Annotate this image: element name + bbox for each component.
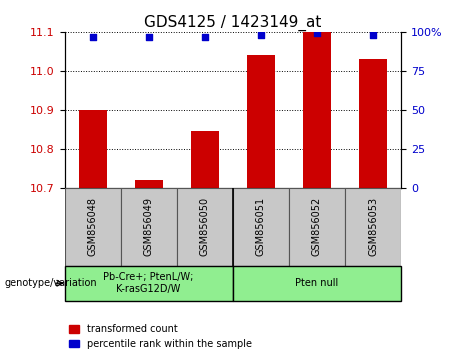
Bar — [247, 55, 275, 188]
Bar — [65, 188, 121, 266]
Point — [89, 34, 96, 39]
Bar — [359, 59, 387, 188]
Bar — [65, 266, 233, 301]
Legend: transformed count, percentile rank within the sample: transformed count, percentile rank withi… — [70, 324, 252, 349]
Text: Pten null: Pten null — [296, 278, 338, 288]
Title: GDS4125 / 1423149_at: GDS4125 / 1423149_at — [144, 14, 321, 30]
Point — [313, 30, 321, 36]
Bar — [78, 110, 106, 188]
Text: GSM856049: GSM856049 — [144, 197, 154, 256]
Bar — [191, 131, 219, 188]
Text: GSM856050: GSM856050 — [200, 197, 210, 256]
Bar — [121, 188, 177, 266]
Point — [257, 32, 265, 38]
Point — [201, 34, 208, 39]
Text: GSM856051: GSM856051 — [256, 197, 266, 256]
Bar — [303, 32, 331, 188]
Bar — [233, 188, 289, 266]
Text: genotype/variation: genotype/variation — [5, 278, 97, 288]
Bar — [177, 188, 233, 266]
Point — [369, 32, 377, 38]
Bar — [233, 266, 401, 301]
Bar — [289, 188, 345, 266]
Bar — [135, 180, 163, 188]
Text: GSM856048: GSM856048 — [88, 197, 98, 256]
Point — [145, 34, 152, 39]
Bar — [345, 188, 401, 266]
Text: GSM856052: GSM856052 — [312, 197, 322, 256]
Text: Pb-Cre+; PtenL/W;
K-rasG12D/W: Pb-Cre+; PtenL/W; K-rasG12D/W — [103, 272, 194, 294]
Text: GSM856053: GSM856053 — [368, 197, 378, 256]
